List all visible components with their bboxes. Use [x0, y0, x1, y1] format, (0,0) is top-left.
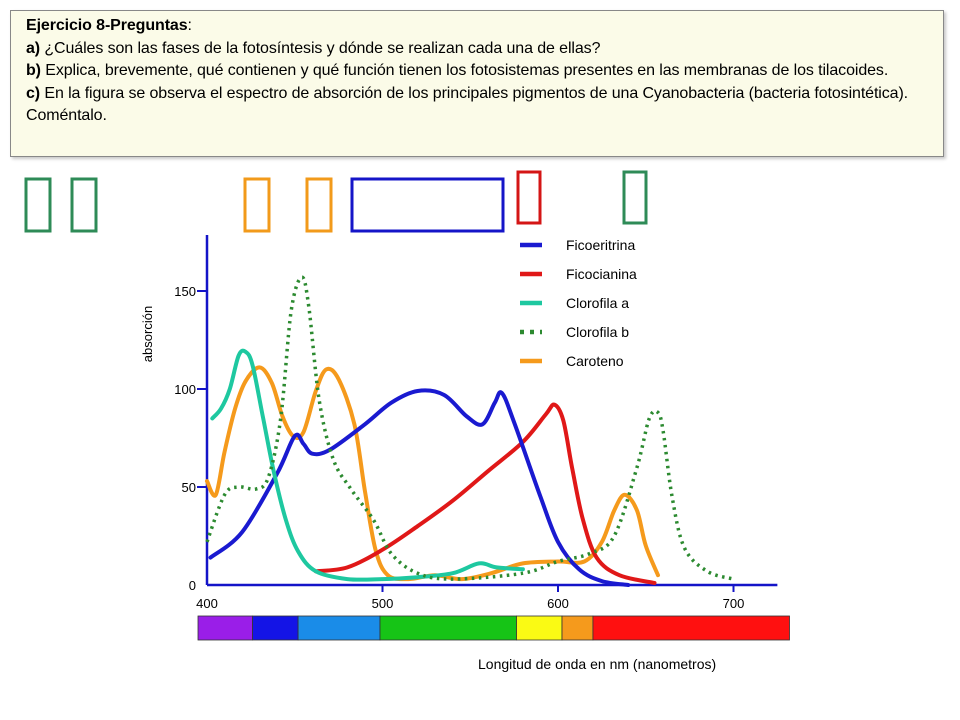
y-tick-label: 50 — [182, 480, 196, 495]
question-item-b: b) Explica, brevemente, qué contienen y … — [26, 60, 933, 83]
y-axis-label: absorción — [140, 306, 155, 362]
spectrum-bar — [197, 615, 790, 641]
question-item-letter: b) — [26, 62, 41, 79]
legend-label: Ficocianina — [566, 266, 637, 282]
legend-label: Caroteno — [566, 353, 624, 369]
question-title-line: Ejercicio 8-Preguntas: — [26, 15, 933, 38]
question-item-text: ¿Cuáles son las fases de la fotosíntesis… — [40, 39, 601, 57]
spectrum-segment — [561, 615, 594, 641]
x-tick-label: 700 — [723, 596, 745, 611]
x-tick-label: 600 — [547, 596, 569, 611]
question-item-letter: c) — [26, 84, 41, 102]
answer-box — [350, 177, 505, 233]
answer-box — [305, 177, 333, 233]
y-tick-label: 100 — [174, 382, 196, 397]
answer-box — [516, 170, 542, 225]
series-line-caroteno — [205, 365, 660, 582]
x-axis-label: Longitud de onda en nm (nanometros) — [478, 656, 716, 672]
answer-box — [24, 177, 52, 233]
legend-label: Clorofila b — [566, 324, 629, 340]
question-title: Ejercicio 8-Preguntas — [26, 17, 188, 34]
spectrum-segment — [252, 615, 299, 641]
answer-box — [243, 177, 271, 233]
series-line-clorofila-b — [205, 275, 734, 581]
legend-label: Ficoeritrina — [566, 237, 635, 253]
legend-label: Clorofila a — [566, 295, 629, 311]
spectrum-segment — [592, 615, 790, 641]
y-tick-label: 150 — [174, 284, 196, 299]
question-item-a: a) ¿Cuáles son las fases de la fotosínte… — [26, 38, 933, 61]
x-tick-label: 500 — [372, 596, 394, 611]
axis-ticks: 0 50 100 150 400 500 600 700 — [174, 284, 744, 611]
question-item-text: En la figura se observa el espectro de a… — [26, 84, 909, 125]
spectrum-segment — [516, 615, 563, 641]
answer-box — [70, 177, 98, 233]
chart-series — [205, 275, 734, 587]
y-tick-label: 0 — [189, 578, 196, 593]
question-item-text: Explica, brevemente, qué contienen y qué… — [40, 62, 889, 79]
series-line-ficoeritrina — [208, 388, 631, 587]
spectrum-segment — [297, 615, 381, 641]
chart-axes — [205, 235, 778, 587]
x-tick-label: 400 — [196, 596, 218, 611]
legend: Ficoeritrina Ficocianina Clorofila a Clorof… — [520, 237, 637, 369]
question-box: Ejercicio 8-Preguntas: a) ¿Cuáles son la… — [10, 10, 944, 157]
question-item-letter: a) — [26, 39, 41, 57]
answer-boxes — [24, 170, 648, 233]
spectrum-segment — [197, 615, 253, 641]
series-line-clorofila-a — [210, 348, 525, 582]
question-title-suffix: : — [187, 17, 192, 34]
answer-box — [622, 170, 648, 225]
series-line-ficocianina — [313, 402, 657, 585]
question-item-c: c) En la figura se observa el espectro d… — [26, 83, 933, 128]
spectrum-segment — [379, 615, 517, 641]
